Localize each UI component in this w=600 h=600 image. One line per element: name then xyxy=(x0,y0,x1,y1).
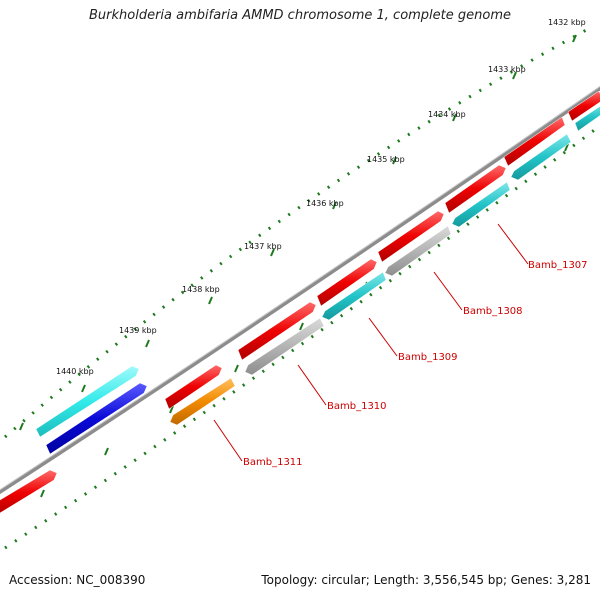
gene-arrow[interactable] xyxy=(169,377,236,426)
gene-label-bamb-1311[interactable]: Bamb_1311 xyxy=(243,457,303,468)
scale-label-1434: 1434 kbp xyxy=(428,110,466,119)
gene-arrow[interactable] xyxy=(244,317,325,376)
gene-label-bamb-1309[interactable]: Bamb_1309 xyxy=(398,352,458,363)
gene-arrow[interactable] xyxy=(384,225,452,277)
gene-arrow[interactable] xyxy=(321,271,387,321)
scale-label-1439: 1439 kbp xyxy=(119,326,157,335)
genome-backbone-highlight xyxy=(0,85,600,491)
gene-label-bamb-1308[interactable]: Bamb_1308 xyxy=(463,306,523,317)
scale-label-1438: 1438 kbp xyxy=(182,285,220,294)
scale-label-1433: 1433 kbp xyxy=(488,65,526,74)
forward-strand-genes xyxy=(0,90,600,516)
gene-label-leaders xyxy=(213,223,529,462)
gene-arrow[interactable] xyxy=(164,364,223,410)
gene-label-bamb-1310[interactable]: Bamb_1310 xyxy=(327,401,387,412)
genome-summary-text: Topology: circular; Length: 3,556,545 bp… xyxy=(261,573,591,587)
gene-arrow[interactable] xyxy=(574,103,600,132)
accession-text: Accession: NC_008390 xyxy=(9,573,146,587)
gene-arrow[interactable] xyxy=(45,382,148,455)
scale-label-1436: 1436 kbp xyxy=(306,199,344,208)
scale-label-1432: 1432 kbp xyxy=(548,18,586,27)
gene-arrow[interactable] xyxy=(451,181,511,228)
gene-arrow[interactable] xyxy=(567,90,600,122)
scale-label-1437: 1437 kbp xyxy=(244,242,282,251)
scale-label-1435: 1435 kbp xyxy=(367,155,405,164)
reverse-strand-genes xyxy=(169,103,600,426)
gene-arrow[interactable] xyxy=(503,116,566,167)
gene-arrow[interactable] xyxy=(510,133,572,181)
map-title: Burkholderia ambifaria AMMD chromosome 1… xyxy=(88,8,512,23)
outer-track-genes xyxy=(35,365,148,455)
outer-major-ticks xyxy=(19,34,577,431)
genome-backbone xyxy=(0,86,600,495)
gene-arrow[interactable] xyxy=(377,210,445,263)
scale-label-1440: 1440 kbp xyxy=(56,367,94,376)
gene-arrow[interactable] xyxy=(237,301,317,361)
gene-label-bamb-1307[interactable]: Bamb_1307 xyxy=(528,260,588,271)
gene-arrow[interactable] xyxy=(444,164,507,214)
gene-arrow[interactable] xyxy=(316,258,378,307)
gene-arrow[interactable] xyxy=(0,469,58,516)
gene-arrow[interactable] xyxy=(35,365,140,438)
